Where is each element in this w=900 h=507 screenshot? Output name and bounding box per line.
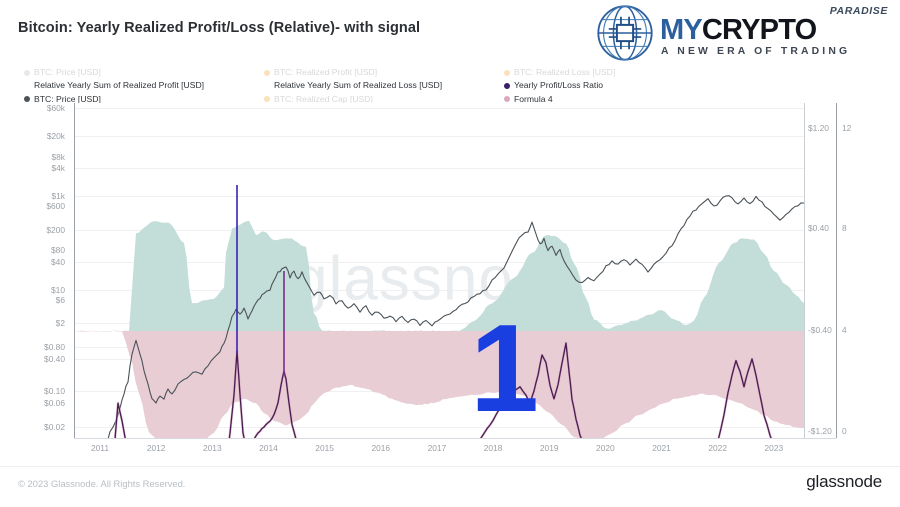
y-tick-right-relative: -$1.20 (808, 426, 832, 436)
y-tick-left: $600 (46, 201, 65, 211)
brand-my: MY (660, 14, 703, 46)
legend-swatch-icon (264, 69, 270, 76)
legend-swatch-icon (24, 69, 30, 76)
legend-item-label: Yearly Profit/Loss Ratio (514, 80, 604, 91)
y-tick-left: $40 (51, 257, 65, 267)
chart-legend: BTC: Price [USD] Relative Yearly Sum of R… (20, 66, 720, 108)
x-tick: 2016 (371, 443, 391, 453)
glassnode-logo: glassnode (806, 472, 882, 491)
x-tick: 2018 (483, 443, 503, 453)
y-tick-left: $0.40 (44, 354, 65, 364)
y-axis-left-line (74, 103, 75, 438)
y-axis-left-labels: $60k $20k $8k $4k $1k $600 $200 $80 $40 $10 $6 $2 $0… (0, 0, 70, 507)
copyright-text: © 2023 Glassnode. All Rights Reserved. (18, 478, 186, 489)
x-tick: 2022 (708, 443, 728, 453)
legend-item-label: Relative Yearly Sum of Realized Profit [… (34, 80, 205, 91)
legend-item[interactable]: BTC: Price [USD] (24, 92, 204, 105)
x-tick: 2020 (596, 443, 615, 453)
x-tick: 2014 (259, 443, 278, 453)
annotation-numeral-1: 1 (470, 300, 539, 438)
page-title: Bitcoin: Yearly Realized Profit/Loss (Re… (18, 20, 421, 36)
legend-item[interactable]: Formula 4 (504, 92, 615, 105)
chart-canvas (74, 185, 804, 438)
brand-paradise: PARADISE (829, 5, 888, 17)
legend-item[interactable]: BTC: Realized Profit [USD] (264, 66, 442, 79)
y-tick-right-relative: $0.40 (808, 223, 829, 233)
y-axis-right-relative-line (804, 103, 805, 438)
legend-item[interactable]: BTC: Realized Cap [USD] (264, 92, 442, 105)
y-tick-left: $10 (51, 285, 65, 295)
y-tick-right-relative: $1.20 (808, 123, 829, 133)
legend-item-label: Relative Yearly Sum of Realized Loss [US… (274, 80, 443, 91)
y-tick-left: $8k (51, 152, 65, 162)
legend-item-label: BTC: Realized Loss [USD] (514, 67, 616, 78)
y-tick-right-ratio: 12 (842, 123, 852, 133)
x-tick: 2015 (315, 443, 334, 453)
brand-logo: PARADISE MYCRYPTO A NEW ERA OF TRADING (594, 2, 894, 64)
plot-area: glassnode 1 (74, 103, 804, 438)
y-tick-left: $0.10 (44, 386, 65, 396)
legend-item-label: BTC: Price [USD] (34, 67, 101, 78)
brand-wordmark: PARADISE MYCRYPTO A NEW ERA OF TRADING (660, 4, 890, 62)
y-tick-left: $200 (46, 225, 65, 235)
x-tick: 2012 (146, 443, 166, 453)
y-tick-left: $4k (51, 163, 65, 173)
brand-crypto: CRYPTO (701, 14, 817, 46)
y-tick-left: $2 (55, 318, 65, 328)
x-axis-line (74, 438, 836, 439)
y-tick-left: $20k (46, 131, 65, 141)
y-tick-right-relative: -$0.40 (808, 325, 832, 335)
y-tick-right-ratio: 4 (842, 325, 847, 335)
globe-icon (597, 5, 653, 61)
legend-column-1: BTC: Price [USD] Relative Yearly Sum of R… (24, 66, 204, 106)
y-tick-left: $0.02 (44, 422, 65, 432)
legend-item[interactable]: BTC: Price [USD] (24, 66, 204, 79)
legend-item-label: BTC: Realized Profit [USD] (274, 67, 378, 78)
x-axis-labels: 2011 2012 2013 2014 2015 2016 2017 2018 2019 2020… (0, 444, 900, 460)
legend-swatch-icon (504, 82, 510, 89)
legend-column-3: BTC: Realized Loss [USD] Yearly Profit/Lo… (504, 66, 615, 106)
x-tick: 2021 (652, 443, 671, 453)
y-axis-right-ratio-labels: 12 8 4 0 (842, 0, 876, 507)
y-tick-left: $1k (51, 191, 65, 201)
y-axis-right-ratio-line (836, 103, 837, 438)
y-tick-right-ratio: 0 (842, 426, 847, 436)
legend-swatch-icon (264, 95, 270, 102)
y-tick-left: $80 (51, 245, 65, 255)
x-tick: 2013 (202, 443, 222, 453)
legend-item-label: BTC: Realized Cap [USD] (274, 93, 373, 104)
legend-swatch-icon (504, 69, 510, 76)
legend-swatch-icon (504, 95, 510, 102)
x-tick: 2023 (764, 443, 784, 453)
x-tick: 2017 (427, 443, 447, 453)
legend-item[interactable]: Relative Yearly Sum of Realized Profit [… (24, 79, 204, 92)
legend-column-2: BTC: Realized Profit [USD] Relative Yearl… (264, 66, 442, 106)
x-tick: 2011 (90, 443, 110, 453)
y-axis-right-relative-labels: $1.20 $0.40 -$0.40 -$1.20 (808, 0, 842, 507)
y-tick-left: $0.80 (44, 342, 65, 352)
footer-divider (0, 466, 900, 467)
y-tick-left: $6 (55, 295, 65, 305)
brand-tagline: A NEW ERA OF TRADING (661, 46, 851, 57)
y-tick-left: $0.06 (44, 398, 65, 408)
y-tick-right-ratio: 8 (842, 223, 847, 233)
legend-item-label: Formula 4 (514, 93, 553, 104)
legend-item[interactable]: BTC: Realized Loss [USD] (504, 66, 615, 79)
legend-item[interactable]: Relative Yearly Sum of Realized Loss [US… (264, 79, 442, 92)
legend-swatch-icon (24, 95, 30, 102)
y-tick-left: $60k (46, 103, 65, 113)
legend-item[interactable]: Yearly Profit/Loss Ratio (504, 79, 615, 92)
legend-item-label: BTC: Price [USD] (34, 93, 101, 104)
x-tick: 2019 (539, 443, 559, 453)
